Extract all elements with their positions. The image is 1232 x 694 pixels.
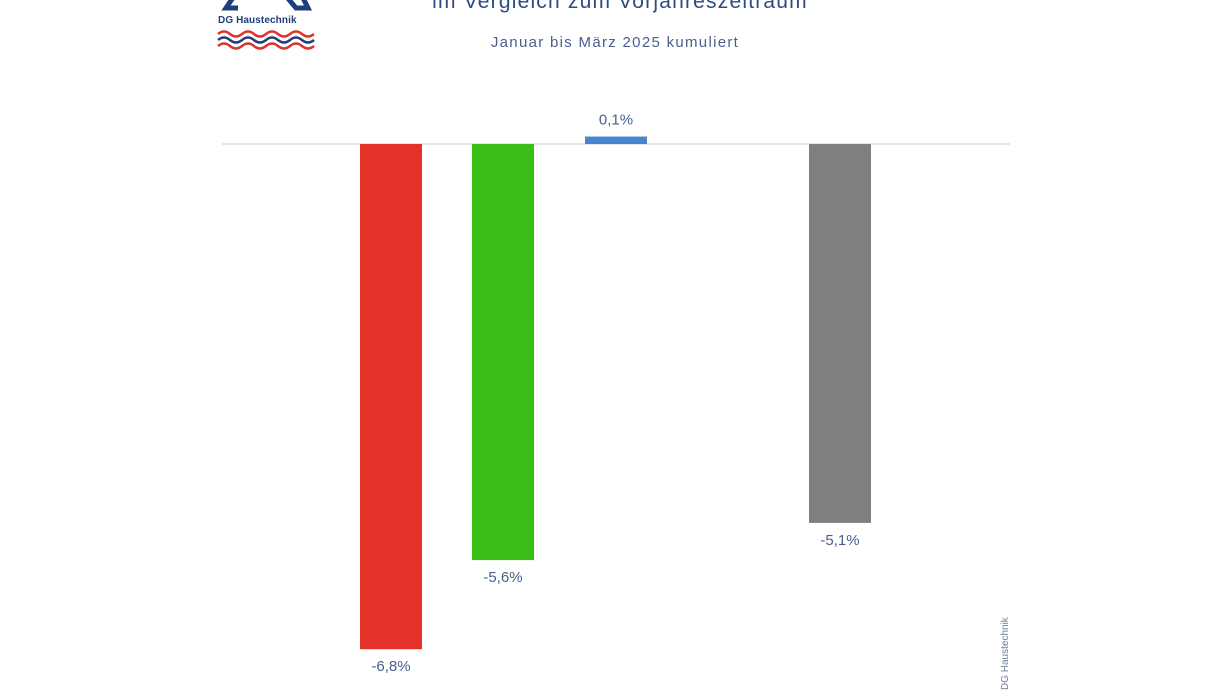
logo — [217, 0, 315, 50]
logo-wave-red-2 — [217, 42, 315, 50]
chart-subtitle: Januar bis März 2025 kumuliert — [490, 34, 740, 51]
chart-title: im Vergleich zum Vorjahreszeitraum — [432, 0, 808, 13]
bar-2 — [472, 144, 534, 561]
bar-4 — [809, 144, 871, 523]
data-label-1: -6,8% — [371, 658, 410, 675]
data-label-2: -5,6% — [483, 569, 522, 586]
logo-mark-right — [286, 0, 313, 11]
logo-wave-red-1 — [217, 30, 315, 38]
logo-wave-blue — [217, 36, 315, 44]
data-label-3: 0,1% — [599, 112, 633, 129]
logo-text: DG Haustechnik — [218, 15, 297, 26]
bar-3 — [585, 136, 647, 144]
bar-1 — [360, 144, 422, 650]
logo-mark — [221, 0, 238, 11]
data-label-4: -5,1% — [820, 532, 859, 549]
source-label: DG Haustechnik — [1000, 617, 1011, 690]
